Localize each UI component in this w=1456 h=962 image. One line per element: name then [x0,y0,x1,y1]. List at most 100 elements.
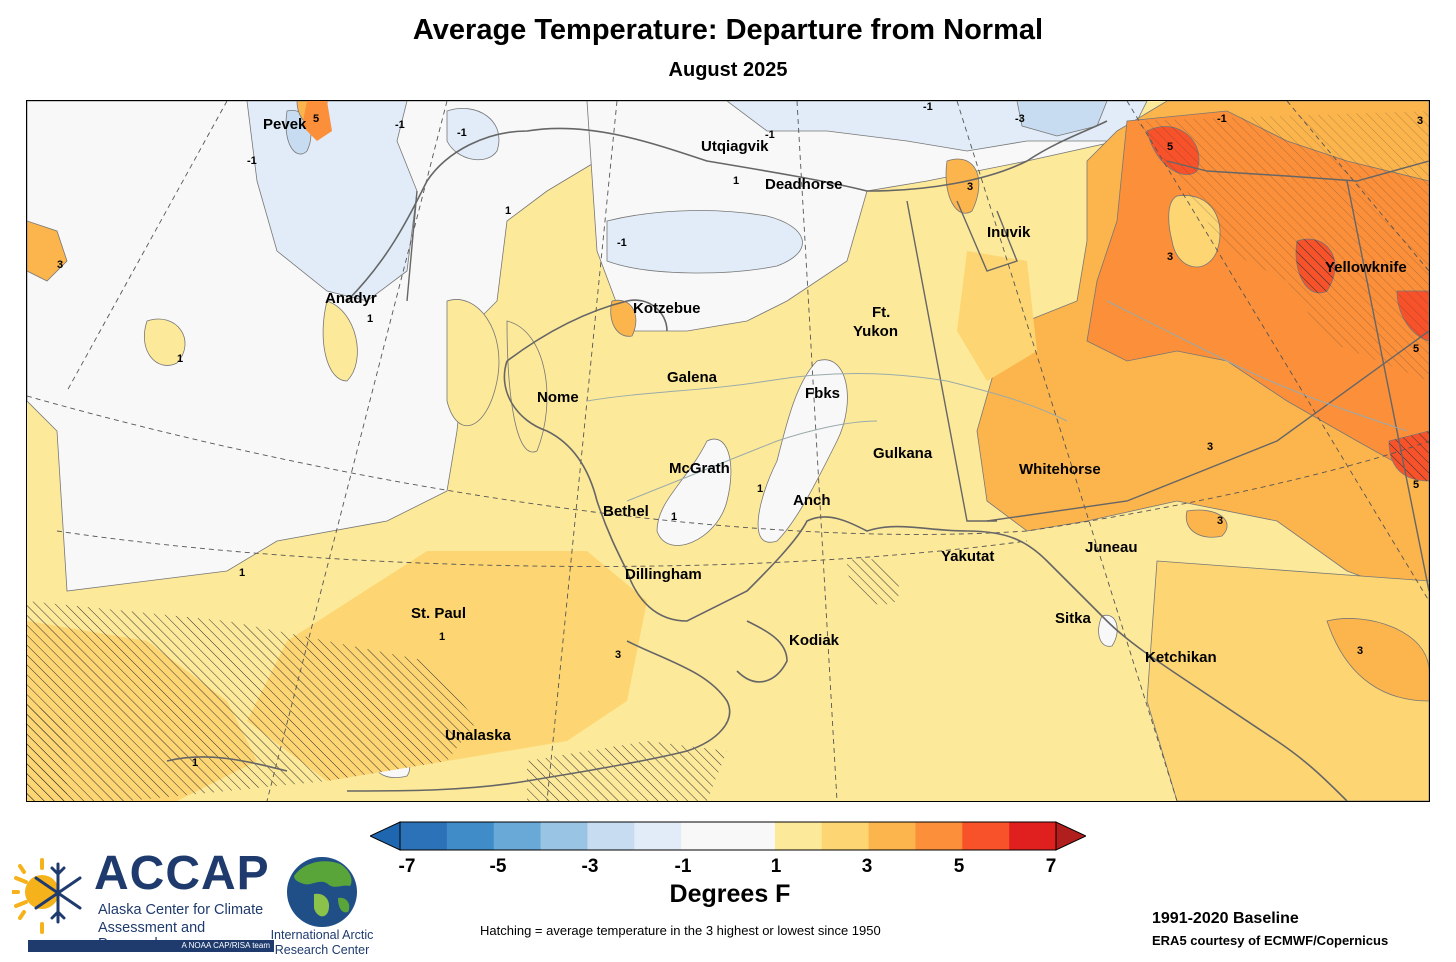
graticule-lines [27,101,1429,801]
city-label: Yellowknife [1325,259,1407,276]
legend-tick: 7 [1045,856,1057,877]
legend-swatch [634,822,682,850]
contour-label: 1 [671,511,678,523]
legend-swatch [540,822,588,850]
legend-swatch [821,822,870,850]
accap-line-1: Alaska Center for Climate [98,902,264,918]
contour-label: -1 [765,129,775,141]
contour-label: 3 [615,649,622,661]
record-hatching [27,111,1429,801]
contour-label: 5 [1167,141,1174,153]
legend-swatch [915,822,963,850]
city-label: Ketchikan [1145,649,1217,666]
iarc-line-1: International Arctic [270,928,374,942]
contour-label: -1 [395,119,405,131]
contour-label: 1 [505,205,512,217]
city-label: Gulkana [873,445,933,462]
iarc-line-2: Research Center [274,943,370,957]
contour-label: 5 [1413,343,1420,355]
legend-swatch [868,822,916,850]
legend-tick: -5 [489,856,507,877]
city-label: Utqiagvik [701,138,769,155]
legend-tick: -3 [581,856,599,877]
city-label: Kodiak [789,632,840,649]
city-label: St. Paul [411,605,467,622]
contour-label: -1 [457,127,467,139]
contour-label: 3 [57,259,64,271]
city-label: Sitka [1055,610,1091,627]
legend-swatch [587,822,635,850]
city-label: Whitehorse [1019,461,1101,478]
contour-label: 3 [1417,115,1424,127]
city-label: Ft. [872,304,891,321]
color-legend [370,821,1086,851]
city-label: Fbks [805,385,841,402]
legend-swatch [774,822,823,850]
political-borders [406,160,1429,592]
legend-tick: -1 [674,856,692,877]
rivers [586,300,1408,502]
legend-swatch [1009,822,1057,850]
contour-label: 3 [967,181,974,193]
contour-label: 1 [733,175,740,187]
legend-units: Degrees F [669,880,791,908]
legend-arrow-low [370,821,401,851]
legend-tick: -7 [398,856,416,877]
legend-swatch [493,822,542,850]
city-label: Unalaska [445,727,511,744]
baseline-note: 1991-2020 Baseline [1152,910,1299,927]
city-label: Yakutat [941,548,995,565]
legend-tick: 1 [770,856,782,877]
legend-swatch [962,822,1010,850]
city-label: Dillingham [625,566,702,583]
hatching-note: Hatching = average temperature in the 3 … [480,923,881,938]
city-label: Yukon [853,323,899,340]
city-label: Kotzebue [633,300,701,317]
legend-swatch [728,822,776,850]
legend-tick: 3 [861,856,873,877]
contour-label: 1 [192,757,199,769]
map-title: Average Temperature: Departure from Norm… [412,14,1044,46]
iarc-globe-icon [287,857,357,927]
accap-tagline: A NOAA CAP/RISA team [28,940,274,952]
city-label: Anch [793,492,831,509]
contour-label: 1 [757,483,764,495]
contour-label: 3 [1207,441,1214,453]
contour-label: 1 [439,631,446,643]
accap-name: ACCAP [94,847,270,900]
city-label: Anadyr [325,290,377,307]
contour-label: 5 [1413,479,1420,491]
temperature-map: -1 -1 -1 -1 -1 -1 -3 -1 1 1 1 1 1 1 1 1 … [26,100,1430,802]
city-label: Bethel [603,503,649,520]
contour-label: 3 [1217,515,1224,527]
legend-arrow-high [1055,821,1086,851]
contour-label: 3 [1167,251,1174,263]
legend-swatch [681,822,729,850]
contour-label: 1 [367,313,374,325]
city-label: Nome [537,389,579,406]
legend-swatch [400,822,448,850]
map-subtitle: August 2025 [668,59,788,81]
accap-sun-snowflake-icon [12,858,82,934]
city-label: Galena [667,369,718,386]
data-credit: ERA5 courtesy of ECMWF/Copernicus [1152,933,1389,948]
contour-label: -1 [247,155,257,167]
contour-label: -1 [923,101,933,113]
legend-tick: 5 [953,856,965,877]
negative-anomaly-areas [246,101,1148,302]
city-label: Inuvik [987,224,1031,241]
contour-label: -1 [1217,113,1227,125]
contour-label: 1 [239,567,246,579]
legend-swatch [446,822,495,850]
contour-label: 5 [313,113,320,125]
contour-label: 1 [177,353,184,365]
coastlines [166,120,1348,801]
city-label: Juneau [1085,539,1138,556]
city-label: Pevek [263,116,307,133]
contour-label: -1 [617,237,627,249]
accap-logo: ACCAP Alaska Center for Climate Assessme… [12,847,274,954]
contour-label: 3 [1357,645,1364,657]
city-label: Deadhorse [765,176,843,193]
contour-label: -3 [1015,113,1025,125]
city-label: McGrath [669,460,730,477]
